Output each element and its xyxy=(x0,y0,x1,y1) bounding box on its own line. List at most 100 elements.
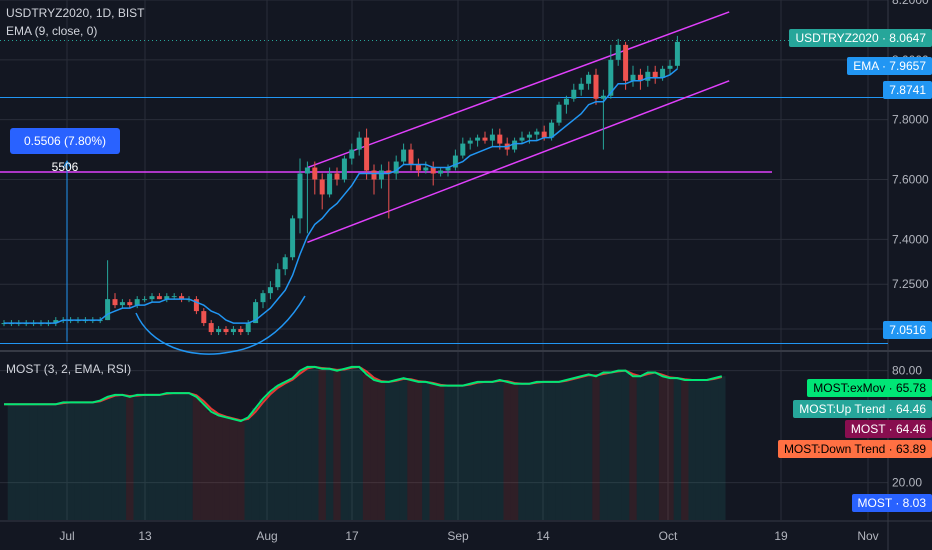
price-tag-level: 7.8741 xyxy=(883,81,932,99)
candle-body xyxy=(460,143,466,156)
candle-body xyxy=(341,158,347,180)
candle-body xyxy=(593,74,599,99)
most-bg-bar xyxy=(621,370,630,520)
candle-body xyxy=(142,299,148,301)
most-bg-bar xyxy=(74,402,82,520)
most-bg-bar xyxy=(466,383,474,520)
most-bg-bar xyxy=(222,417,230,520)
most-bg-bar xyxy=(510,383,519,520)
most-bg-bar xyxy=(496,380,504,520)
candle-body xyxy=(534,131,540,135)
most-bg-bar xyxy=(266,391,275,520)
most-bg-bar xyxy=(636,376,645,520)
most-bg-bar xyxy=(214,415,223,520)
most-bg-bar xyxy=(533,381,541,520)
candle-body xyxy=(105,299,111,321)
candle-body xyxy=(119,302,125,306)
candle-body xyxy=(238,329,244,333)
most-bg-bar xyxy=(274,385,282,520)
most-bg-bar xyxy=(133,394,141,520)
most-bg-bar xyxy=(407,380,415,520)
most-bg-bar xyxy=(251,408,260,520)
arc-drawing xyxy=(135,295,306,355)
price-axis-tick: 7.2500 xyxy=(892,277,929,291)
most-bg-bar xyxy=(473,381,482,520)
time-axis-tick: Sep xyxy=(447,529,469,543)
most-bg-bar xyxy=(681,380,689,520)
time-axis-tick: 19 xyxy=(774,529,788,543)
price-axis-tick: 7.8000 xyxy=(892,113,929,127)
measure-label: 0.5506 (7.80%) 5506 xyxy=(10,128,120,174)
most-bg-bar xyxy=(192,396,201,520)
most-bg-bar xyxy=(52,404,60,520)
candle-body xyxy=(430,167,436,174)
candle-body xyxy=(53,320,59,324)
candle-body xyxy=(319,179,325,195)
most-bg-bar xyxy=(177,393,186,520)
time-axis-tick: Jul xyxy=(59,529,74,543)
most-bg-bar xyxy=(170,393,178,520)
most-bg-bar xyxy=(44,404,53,520)
price-tag-last: USDTRYZ2020 · 8.0647 xyxy=(789,29,932,47)
most-bg-bar xyxy=(399,378,408,520)
time-axis-tick: 14 xyxy=(536,529,550,543)
ema-line xyxy=(4,68,678,324)
candle-body xyxy=(452,155,458,168)
candle-body xyxy=(312,167,318,180)
most-bg-bar xyxy=(140,394,149,520)
candle-body xyxy=(179,296,185,300)
most-bg-bar xyxy=(651,372,659,520)
candle-body xyxy=(438,170,444,174)
most-bg-bar xyxy=(658,376,667,520)
most-bg-bar xyxy=(570,378,578,520)
most-bg-bar xyxy=(325,368,334,520)
most-bg-bar xyxy=(288,378,297,520)
most-bg-bar xyxy=(340,368,349,520)
most-tag-exmov: MOST:exMov · 65.78 xyxy=(807,379,932,397)
candle-body xyxy=(549,122,555,138)
time-axis-tick: 17 xyxy=(345,529,359,543)
most-bg-bar xyxy=(444,385,452,520)
most-bg-bar xyxy=(414,381,423,520)
most-bg-bar xyxy=(451,385,460,520)
candle-body xyxy=(600,95,606,99)
most-bg-bar xyxy=(503,381,511,520)
most-bg-bar xyxy=(688,380,696,520)
most-bg-bar xyxy=(303,366,312,520)
price-tag-ema: EMA · 7.9657 xyxy=(847,57,932,75)
most-bg-bar xyxy=(710,378,719,520)
candle-body xyxy=(608,59,614,96)
most-bg-bar xyxy=(318,368,326,520)
most-bg-bar xyxy=(22,404,30,520)
candle-body xyxy=(364,137,370,171)
candle-body xyxy=(615,44,621,60)
most-bg-bar xyxy=(377,381,386,520)
price-axis-tick: 7.4000 xyxy=(892,232,929,246)
candle-body xyxy=(253,302,259,324)
candle-body xyxy=(630,74,636,81)
most-tag-most: MOST · 64.46 xyxy=(844,420,932,438)
most-bg-bar xyxy=(666,378,674,520)
candle-body xyxy=(386,170,392,174)
candle-body xyxy=(245,323,251,333)
most-bg-bar xyxy=(481,381,489,520)
most-bg-bar xyxy=(103,396,112,520)
most-bg-bar xyxy=(348,366,356,520)
most-bg-bar xyxy=(577,376,585,520)
price-axis-tick: 7.6000 xyxy=(892,172,929,186)
most-bg-bar xyxy=(525,383,534,520)
candle-body xyxy=(378,170,384,180)
most-bg-bar xyxy=(370,380,378,520)
most-bg-bar xyxy=(207,411,215,520)
most-bg-bar xyxy=(584,374,593,520)
candle-body xyxy=(304,167,310,174)
candle-body xyxy=(423,167,429,171)
candle-body xyxy=(223,329,229,333)
candle-body xyxy=(578,83,584,90)
candle-body xyxy=(112,299,118,306)
candle-body xyxy=(489,134,495,141)
candle-body xyxy=(674,41,680,66)
most-bg-bar xyxy=(163,393,171,520)
